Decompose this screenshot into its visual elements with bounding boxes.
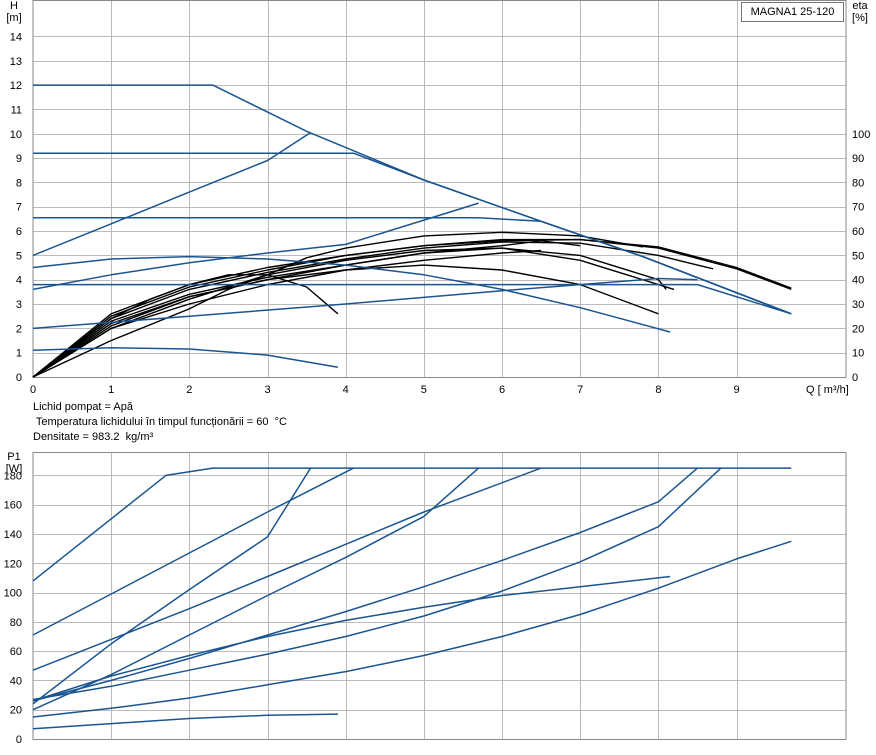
power-chart-series [32, 467, 792, 730]
head-chart-frame [32, 0, 847, 378]
flow-tick-label: 6 [499, 384, 505, 396]
power-curve [32, 467, 722, 701]
head-tick-label: 5 [16, 250, 22, 262]
efficiency-tick-label: 40 [852, 275, 864, 287]
power-tick-label: 160 [4, 500, 22, 512]
head-chart-grid [33, 0, 846, 377]
flow-tick-label: 4 [343, 384, 349, 396]
power-tick-label: 60 [10, 646, 22, 658]
efficiency-tick-label: 60 [852, 226, 864, 238]
flow-tick-label: 9 [733, 384, 739, 396]
power-tick-label: 120 [4, 558, 22, 570]
power-chart-frame [32, 452, 847, 740]
power-tick-label: 80 [10, 617, 22, 629]
power-tick-label: 40 [10, 675, 22, 687]
flow-axis-label: Q [ m³/h] [806, 384, 849, 396]
power-curve [32, 467, 354, 636]
efficiency-tick-label: 10 [852, 348, 864, 360]
efficiency-axis-label: eta [%] [852, 0, 868, 24]
power-curve [32, 467, 480, 711]
head-tick-label: 6 [16, 226, 22, 238]
head-curve [33, 216, 792, 315]
power-axis-label: P1 [W] [6, 451, 23, 475]
head-tick-label: 8 [16, 177, 22, 189]
efficiency-tick-label: 70 [852, 202, 864, 214]
head-tick-label: 4 [16, 275, 22, 287]
head-tick-label: 12 [10, 80, 22, 92]
power-tick-label: 100 [4, 588, 22, 600]
efficiency-tick-label: 30 [852, 299, 864, 311]
efficiency-tick-label: 100 [852, 129, 870, 141]
head-curve [32, 131, 311, 257]
head-tick-label: 2 [16, 323, 22, 335]
efficiency-tick-label: 90 [852, 153, 864, 165]
head-curve [32, 347, 339, 369]
efficiency-curve [32, 238, 792, 378]
flow-tick-label: 2 [186, 384, 192, 396]
head-tick-label: 0 [16, 372, 22, 384]
model-label: MAGNA1 25-120 [741, 2, 844, 22]
efficiency-curve [32, 249, 542, 378]
power-chart-tick-labels: 0 20 40 60 80 100 120 140 160 180 [4, 470, 22, 746]
power-chart-grid [33, 452, 846, 739]
head-tick-label: 13 [10, 56, 22, 68]
temperature-label: Temperatura lichidului în timpul funcțio… [33, 416, 287, 428]
head-axis-label: H [m] [6, 0, 21, 24]
flow-tick-label: 8 [655, 384, 661, 396]
density-label: Densitate = 983.2 kg/m³ [33, 431, 154, 443]
flow-tick-label: 0 [30, 384, 36, 396]
power-chart: 0 20 40 60 80 100 120 140 160 180 P1 [W] [4, 451, 847, 746]
head-tick-label: 10 [10, 129, 22, 141]
power-curve [32, 467, 698, 702]
head-curve [32, 202, 479, 291]
power-curve [32, 467, 542, 671]
power-curve [32, 467, 792, 582]
efficiency-tick-label: 0 [852, 372, 858, 384]
power-curve [32, 467, 312, 705]
efficiency-tick-label: 20 [852, 323, 864, 335]
fluid-label: Lichid pompat = Apă [33, 401, 133, 413]
power-curve [32, 713, 338, 730]
head-curve [32, 255, 671, 333]
head-tick-label: 7 [16, 202, 22, 214]
efficiency-curve [32, 247, 667, 378]
power-curve [32, 575, 671, 702]
efficiency-tick-label: 80 [852, 177, 864, 189]
flow-tick-label: 1 [108, 384, 114, 396]
power-curve [32, 540, 792, 718]
flow-tick-label: 7 [577, 384, 583, 396]
power-tick-label: 0 [16, 734, 22, 746]
flow-tick-label: 5 [421, 384, 427, 396]
flow-tick-label: 3 [264, 384, 270, 396]
head-tick-label: 9 [16, 153, 22, 165]
head-chart-series [32, 84, 792, 378]
power-tick-label: 180 [4, 470, 22, 482]
head-tick-label: 14 [10, 31, 22, 43]
head-curve [33, 152, 792, 315]
head-tick-label: 3 [16, 299, 22, 311]
power-tick-label: 140 [4, 529, 22, 541]
power-tick-label: 20 [10, 705, 22, 717]
head-curve [33, 283, 792, 315]
head-tick-label: 1 [16, 348, 22, 360]
efficiency-curve [32, 241, 714, 378]
efficiency-curve [32, 231, 643, 378]
head-tick-label: 11 [11, 104, 22, 116]
efficiency-tick-label: 50 [852, 250, 864, 262]
head-curve [32, 277, 698, 330]
